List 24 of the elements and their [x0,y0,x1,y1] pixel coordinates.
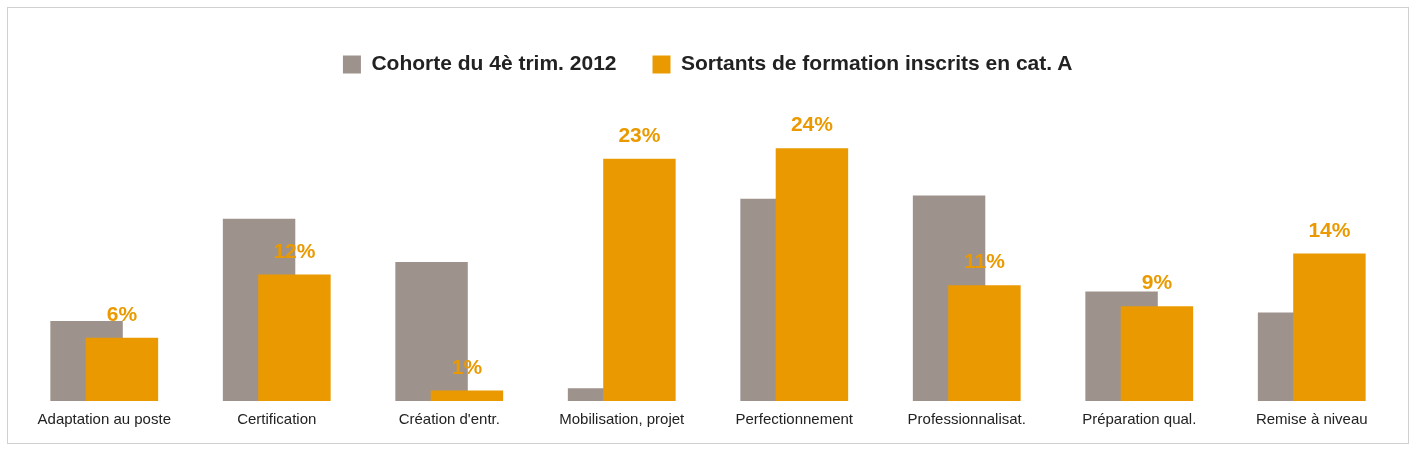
bar [603,158,676,401]
x-tick-label: Perfectionnement [735,410,854,428]
data-label: 9% [1141,270,1173,294]
x-tick-label: Professionnalisat. [907,410,1026,428]
data-label: 23% [618,123,661,147]
data-label: 6% [106,302,138,326]
x-tick-label: Adaptation au poste [37,410,171,428]
data-label: 24% [790,112,834,136]
x-tick-label: Préparation qual. [1082,410,1197,428]
bar [258,274,331,401]
x-tick-label: Création d'entr. [398,410,500,428]
bar [1120,306,1194,401]
legend-label: Cohorte du 4è trim. 2012 [371,51,617,75]
data-label: 11% [963,249,1006,273]
x-tick-label: Mobilisation, projet [559,410,686,428]
x-tick-label: Certification [237,410,317,428]
bar [85,337,159,401]
x-tick-label: Remise à niveau [1255,410,1368,428]
bar [1293,253,1366,401]
data-label: 14% [1308,217,1351,241]
bar [430,390,504,401]
legend-label: Sortants de formation inscrits en cat. A [680,51,1073,75]
bar [948,285,1021,401]
bar [775,148,849,401]
